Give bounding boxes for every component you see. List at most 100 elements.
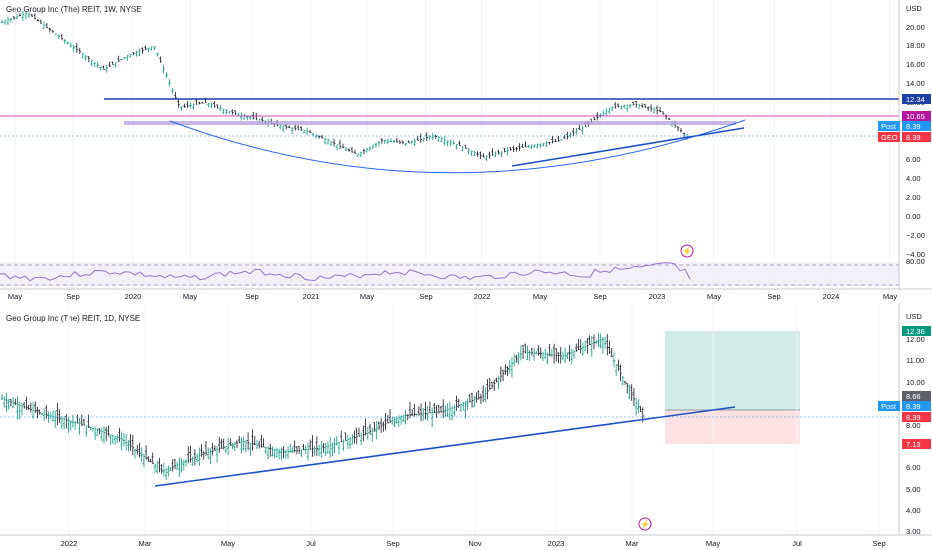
candle: [389, 138, 393, 142]
candle: [27, 12, 31, 19]
event-marker[interactable]: ⚡: [680, 244, 694, 258]
candle: [131, 435, 135, 455]
candle: [592, 334, 596, 350]
candle: [500, 151, 503, 158]
candle: [632, 388, 636, 407]
rounding-bottom-arc[interactable]: [169, 119, 746, 174]
candle: [326, 138, 330, 145]
candle: [76, 414, 79, 424]
candle: [407, 140, 411, 144]
candle: [180, 106, 183, 112]
candle: [33, 13, 37, 20]
candle: [497, 376, 500, 390]
candle: [38, 409, 41, 415]
candle: [537, 345, 540, 356]
candle: [512, 145, 515, 153]
candle: [371, 144, 375, 149]
candle: [521, 344, 525, 359]
lightning-icon: ⚡: [682, 246, 692, 256]
candle: [528, 350, 531, 362]
weekly-chart[interactable]: ⚡ USD 20.0018.0016.0014.0012.008.006.004…: [0, 0, 932, 303]
candle: [398, 140, 402, 145]
price-tag-value: 7.13: [906, 440, 921, 449]
candle: [242, 436, 245, 451]
candle: [368, 146, 372, 152]
candle: [410, 409, 414, 417]
candle: [569, 132, 572, 138]
candle: [171, 88, 174, 94]
candle: [508, 360, 511, 374]
candle: [82, 418, 86, 426]
candle: [113, 436, 117, 445]
x-tick-label: 2022: [474, 292, 491, 301]
event-marker[interactable]: ⚡: [638, 517, 652, 531]
candle: [129, 433, 132, 451]
candle: [561, 351, 565, 361]
candle: [439, 406, 443, 413]
candle: [238, 435, 241, 444]
candle: [81, 52, 84, 59]
support-band[interactable]: [124, 121, 736, 125]
candle: [333, 437, 336, 454]
candle: [419, 403, 423, 422]
candle: [213, 445, 217, 451]
candle: [313, 446, 316, 456]
y-tick-label: −2.00: [906, 231, 925, 240]
daily-chart[interactable]: ⚡ USD 12.0011.0010.009.008.007.006.005.0…: [0, 303, 932, 550]
candle: [99, 66, 102, 71]
candle: [329, 140, 333, 147]
candle: [204, 440, 208, 456]
candle: [302, 130, 306, 134]
candle: [626, 382, 629, 394]
candle: [144, 45, 147, 51]
candle: [503, 147, 506, 153]
candle: [18, 401, 21, 420]
candle: [602, 110, 605, 117]
candle: [51, 410, 55, 422]
candle: [69, 420, 72, 431]
candle: [45, 23, 49, 29]
candle: [386, 414, 389, 424]
candle: [344, 432, 347, 441]
candle: [133, 448, 137, 459]
candle: [437, 136, 440, 142]
candle: [359, 432, 363, 446]
candle: [379, 418, 383, 433]
profit-zone[interactable]: [665, 331, 800, 410]
candle: [402, 415, 405, 422]
candle: [69, 42, 72, 48]
candle: [384, 413, 387, 431]
candle: [136, 444, 139, 455]
candle: [129, 54, 132, 58]
candle: [85, 425, 88, 437]
lightning-icon: ⚡: [640, 519, 650, 529]
candle: [42, 408, 46, 422]
candle: [637, 103, 641, 109]
candle: [27, 405, 30, 410]
price-tag-value: 8.66: [906, 392, 921, 401]
rising-trendline[interactable]: [511, 127, 745, 167]
candle: [375, 421, 378, 440]
candle: [499, 366, 503, 383]
candle: [138, 48, 141, 57]
candle: [25, 396, 28, 410]
support-trendline[interactable]: [154, 406, 736, 487]
candle: [251, 429, 254, 451]
candle: [105, 65, 108, 73]
x-tick-label: May: [8, 292, 22, 301]
candle: [108, 61, 111, 67]
candle: [533, 144, 536, 148]
candle: [550, 348, 554, 358]
stop-zone[interactable]: [665, 410, 800, 444]
y-tick-label: 10.00: [906, 378, 925, 387]
candle: [593, 117, 596, 121]
candle: [457, 398, 460, 408]
candle: [156, 52, 159, 57]
candle: [479, 151, 482, 160]
candle: [652, 107, 656, 114]
x-tick-label: Mar: [626, 539, 639, 548]
candle: [49, 412, 52, 419]
x-tick-label: Sep: [245, 292, 258, 301]
candle: [198, 447, 201, 466]
candle: [682, 132, 686, 137]
